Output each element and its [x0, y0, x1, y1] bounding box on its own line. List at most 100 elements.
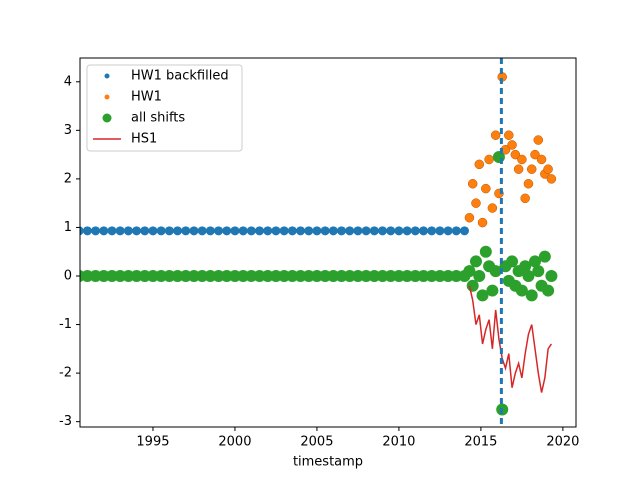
data-point	[255, 226, 265, 236]
data-point	[171, 270, 184, 283]
data-point	[369, 226, 379, 236]
y-tick-label: 0	[64, 269, 72, 284]
data-point	[82, 226, 92, 236]
data-point	[486, 284, 499, 297]
data-point	[196, 270, 209, 283]
y-tick-label: 1	[64, 220, 72, 235]
data-point	[507, 140, 517, 150]
data-point	[523, 179, 534, 189]
data-point	[156, 226, 166, 236]
data-point	[343, 270, 356, 283]
data-point	[506, 255, 519, 268]
data-point	[425, 270, 438, 283]
data-point	[517, 154, 527, 165]
axes-frame	[79, 57, 577, 428]
legend-swatch	[102, 113, 112, 123]
legend-label: HW1	[131, 90, 162, 105]
data-point	[353, 226, 363, 236]
data-point	[443, 226, 453, 236]
data-point	[513, 164, 524, 174]
data-point	[476, 289, 489, 302]
data-point	[545, 270, 558, 283]
data-point	[519, 260, 532, 273]
legend-label: HW1 backfilled	[131, 69, 229, 84]
y-tick-label: -2	[59, 366, 72, 381]
data-point	[320, 226, 330, 236]
data-point	[526, 164, 537, 174]
legend-box	[86, 64, 243, 152]
data-point	[487, 203, 498, 213]
data-point	[130, 270, 143, 283]
data-point	[451, 226, 461, 236]
data-point	[319, 270, 332, 283]
data-point	[140, 226, 150, 236]
data-point	[394, 226, 404, 236]
data-point	[327, 270, 340, 283]
legend-swatch	[104, 94, 110, 100]
data-point	[222, 226, 232, 236]
y-tick-label: -1	[59, 317, 72, 332]
data-point	[471, 198, 481, 208]
x-tick-label: 1995	[136, 435, 169, 450]
legend-swatch	[104, 73, 110, 79]
data-point	[442, 270, 455, 283]
data-point	[532, 265, 545, 278]
data-point	[204, 270, 217, 283]
legend-label: all shifts	[131, 111, 185, 126]
data-point	[384, 270, 397, 283]
data-point	[122, 270, 135, 283]
data-point	[463, 265, 476, 278]
data-point	[481, 183, 491, 194]
data-point	[115, 226, 125, 236]
legend-label: HS1	[131, 132, 157, 147]
data-point	[469, 255, 482, 268]
data-point	[263, 226, 273, 236]
data-point	[529, 255, 542, 268]
data-point	[464, 212, 475, 223]
data-point	[187, 270, 200, 283]
data-point	[205, 226, 215, 236]
data-point	[467, 179, 478, 189]
data-point	[402, 226, 412, 236]
data-point	[515, 284, 528, 297]
data-point	[435, 226, 445, 236]
plot-area	[80, 58, 558, 427]
data-point	[345, 226, 355, 236]
data-point	[105, 270, 118, 283]
data-point	[230, 226, 240, 236]
data-point	[238, 226, 248, 236]
data-point	[214, 226, 224, 236]
data-point	[253, 270, 266, 283]
x-tick-label: 2005	[300, 435, 333, 450]
data-point	[99, 226, 109, 236]
data-point	[91, 226, 101, 236]
data-point	[132, 226, 142, 236]
y-tick-label: 3	[64, 123, 72, 138]
data-point	[477, 217, 488, 228]
data-point	[286, 270, 299, 283]
data-point	[148, 226, 158, 236]
data-point	[492, 151, 505, 164]
data-point	[312, 226, 322, 236]
data-point	[302, 270, 315, 283]
data-point	[546, 174, 557, 184]
data-point	[378, 226, 388, 236]
data-point	[245, 270, 258, 283]
y-tick-label: 2	[64, 171, 72, 186]
data-point	[138, 270, 151, 283]
data-point	[542, 284, 555, 297]
x-tick-label: 2010	[382, 435, 415, 450]
data-point	[269, 270, 282, 283]
data-point	[473, 270, 486, 283]
data-point	[460, 226, 470, 236]
data-point	[337, 226, 347, 236]
data-point	[543, 164, 553, 174]
data-point	[433, 270, 446, 283]
data-point	[107, 226, 117, 236]
data-point	[386, 226, 396, 236]
data-point	[538, 250, 551, 263]
data-point	[164, 226, 174, 236]
data-point	[181, 226, 191, 236]
x-tick-label: 2020	[546, 435, 579, 450]
